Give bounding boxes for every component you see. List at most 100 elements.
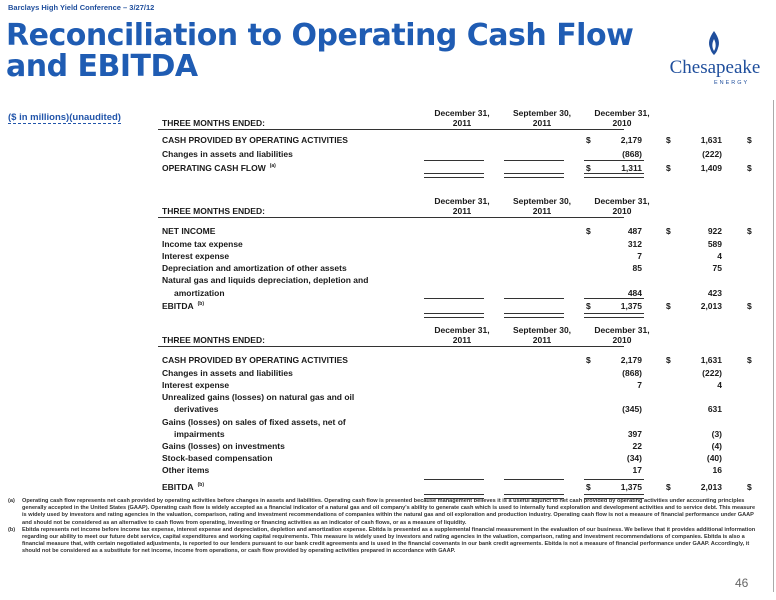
title-line-2: and EBITDA — [6, 49, 198, 84]
row-label-text: CASH PROVIDED BY OPERATING ACTIVITIES — [162, 355, 348, 365]
column-header: December 31, 2010 — [594, 196, 650, 216]
cell-value: 1,375 — [620, 482, 642, 492]
currency-symbol: $ — [666, 135, 671, 145]
currency-symbol: $ — [747, 135, 752, 145]
row-label-text: Interest expense — [162, 251, 230, 261]
column-header: December 31, 2011 — [434, 325, 490, 345]
table-row: Interest expense747 — [162, 380, 722, 392]
currency-symbol: $ — [586, 226, 591, 236]
cell-value: 799 — [743, 301, 776, 311]
row-label: EBITDA (b) — [162, 301, 204, 311]
slide-edge-rule — [773, 100, 774, 592]
cell-value: 2,179 — [620, 135, 642, 145]
cell-value: 1,311 — [621, 163, 642, 173]
header-rule — [158, 346, 624, 347]
row-label-text: OPERATING CASH FLOW — [162, 163, 266, 173]
footnote-text: Ebitda represents net income before inco… — [22, 526, 756, 555]
table-row: Interest expense747 — [162, 251, 722, 263]
table-row: OPERATING CASH FLOW(a)$1,311$1,409$1,370 — [162, 163, 752, 175]
cell-value: 75 — [712, 263, 722, 273]
row-label-text: Gains (losses) on investments — [162, 441, 285, 451]
total-double-rule — [424, 494, 484, 499]
logo-brand: Chesapeake — [669, 57, 761, 78]
column-header: December 31, 2011 — [434, 196, 490, 216]
total-double-rule — [424, 173, 484, 178]
currency-symbol: $ — [586, 135, 591, 145]
currency-symbol: $ — [747, 482, 752, 492]
section-header: THREE MONTHS ENDED: — [162, 118, 265, 128]
column-header: December 31, 2011 — [434, 108, 490, 128]
cell-value: (34) — [626, 453, 642, 463]
cell-value: (222) — [702, 368, 722, 378]
cell-value: 1,631 — [700, 135, 722, 145]
cell-value: 2,013 — [700, 301, 722, 311]
cell-value: 484 — [627, 288, 642, 298]
row-label: Changes in assets and liabilities — [162, 149, 293, 159]
row-label-text: Changes in assets and liabilities — [162, 149, 293, 159]
table-row: amortization484423368 — [162, 288, 722, 300]
title-line-1: Reconciliation to Operating Cash Flow — [6, 18, 634, 53]
table-row: Income tax expense312589140 — [162, 239, 722, 251]
row-label-text: Stock-based compensation — [162, 453, 273, 463]
row-label-text: CASH PROVIDED BY OPERATING ACTIVITIES — [162, 135, 348, 145]
cell-value: (345) — [622, 404, 642, 414]
cell-value: 1,370 — [743, 163, 776, 173]
cell-value: 17 — [632, 465, 642, 475]
cell-value: 153 — [743, 429, 776, 439]
row-label: Gains (losses) on sales of fixed assets,… — [162, 417, 346, 427]
cell-value: 1,145 — [743, 355, 776, 365]
table-row: Unrealized gains (losses) on natural gas… — [162, 392, 622, 404]
row-label-text: Depreciation and amortization of other a… — [162, 263, 347, 273]
cell-value: 368 — [743, 288, 776, 298]
cell-value: (222) — [702, 149, 722, 159]
cell-value: 312 — [627, 239, 642, 249]
currency-symbol: $ — [586, 163, 591, 173]
cell-value: (868) — [622, 149, 642, 159]
row-label-text: impairments — [174, 429, 225, 439]
table-row: CASH PROVIDED BY OPERATING ACTIVITIES $2,… — [162, 355, 752, 367]
table-row: derivatives(345)631(628) — [162, 404, 722, 416]
cell-value: 2,013 — [700, 482, 722, 492]
row-label-text: EBITDA — [162, 482, 194, 492]
column-header: December 31, 2010 — [594, 108, 650, 128]
cell-value: 4 — [717, 251, 722, 261]
footnote-text: Operating cash flow represents net cash … — [22, 498, 756, 526]
table-row: Changes in assets and liabilities (868) (2… — [162, 368, 722, 380]
column-header: December 31, 2010 — [594, 325, 650, 345]
row-label: Other items — [162, 465, 209, 475]
row-label-text: Natural gas and liquids depreciation, de… — [162, 275, 369, 285]
row-label-text: amortization — [174, 288, 225, 298]
currency-symbol: $ — [666, 226, 671, 236]
cell-value: (628) — [743, 404, 776, 414]
subtotal-rule — [424, 479, 484, 480]
header-rule — [158, 129, 624, 130]
currency-symbol: $ — [747, 355, 752, 365]
cell-value: 225 — [743, 368, 776, 378]
currency-symbol: $ — [666, 301, 671, 311]
row-label: Depreciation and amortization of other a… — [162, 263, 347, 273]
row-label-text: NET INCOME — [162, 226, 216, 236]
table-row: Natural gas and liquids depreciation, de… — [162, 275, 622, 287]
cell-value: (13) — [743, 441, 776, 451]
total-double-rule — [504, 494, 564, 499]
row-label: impairments — [174, 429, 225, 439]
footnotes: (a) Operating cash flow represents net c… — [8, 498, 760, 556]
footnote-b: (b) Ebitda represents net income before … — [8, 527, 760, 556]
cell-value: 1,145 — [743, 135, 776, 145]
cell-value: 7 — [637, 251, 642, 261]
column-header: September 30, 2011 — [512, 108, 572, 128]
header-rule — [158, 217, 624, 218]
currency-symbol: $ — [586, 301, 591, 311]
subtotal-rule — [504, 479, 564, 480]
row-label-text: Changes in assets and liabilities — [162, 368, 293, 378]
section-header: THREE MONTHS ENDED: — [162, 335, 265, 345]
table-row: NET INCOME$487$922$223 — [162, 226, 752, 238]
page-title: Reconciliation to Operating Cash Flow an… — [6, 18, 634, 84]
cell-value: 397 — [627, 429, 642, 439]
footnote-key: (b) — [8, 526, 16, 533]
subtotal-rule — [504, 160, 564, 161]
footnote-ref: (b) — [197, 301, 205, 308]
cell-value: 7 — [743, 380, 776, 390]
subtotal-rule — [504, 298, 564, 299]
